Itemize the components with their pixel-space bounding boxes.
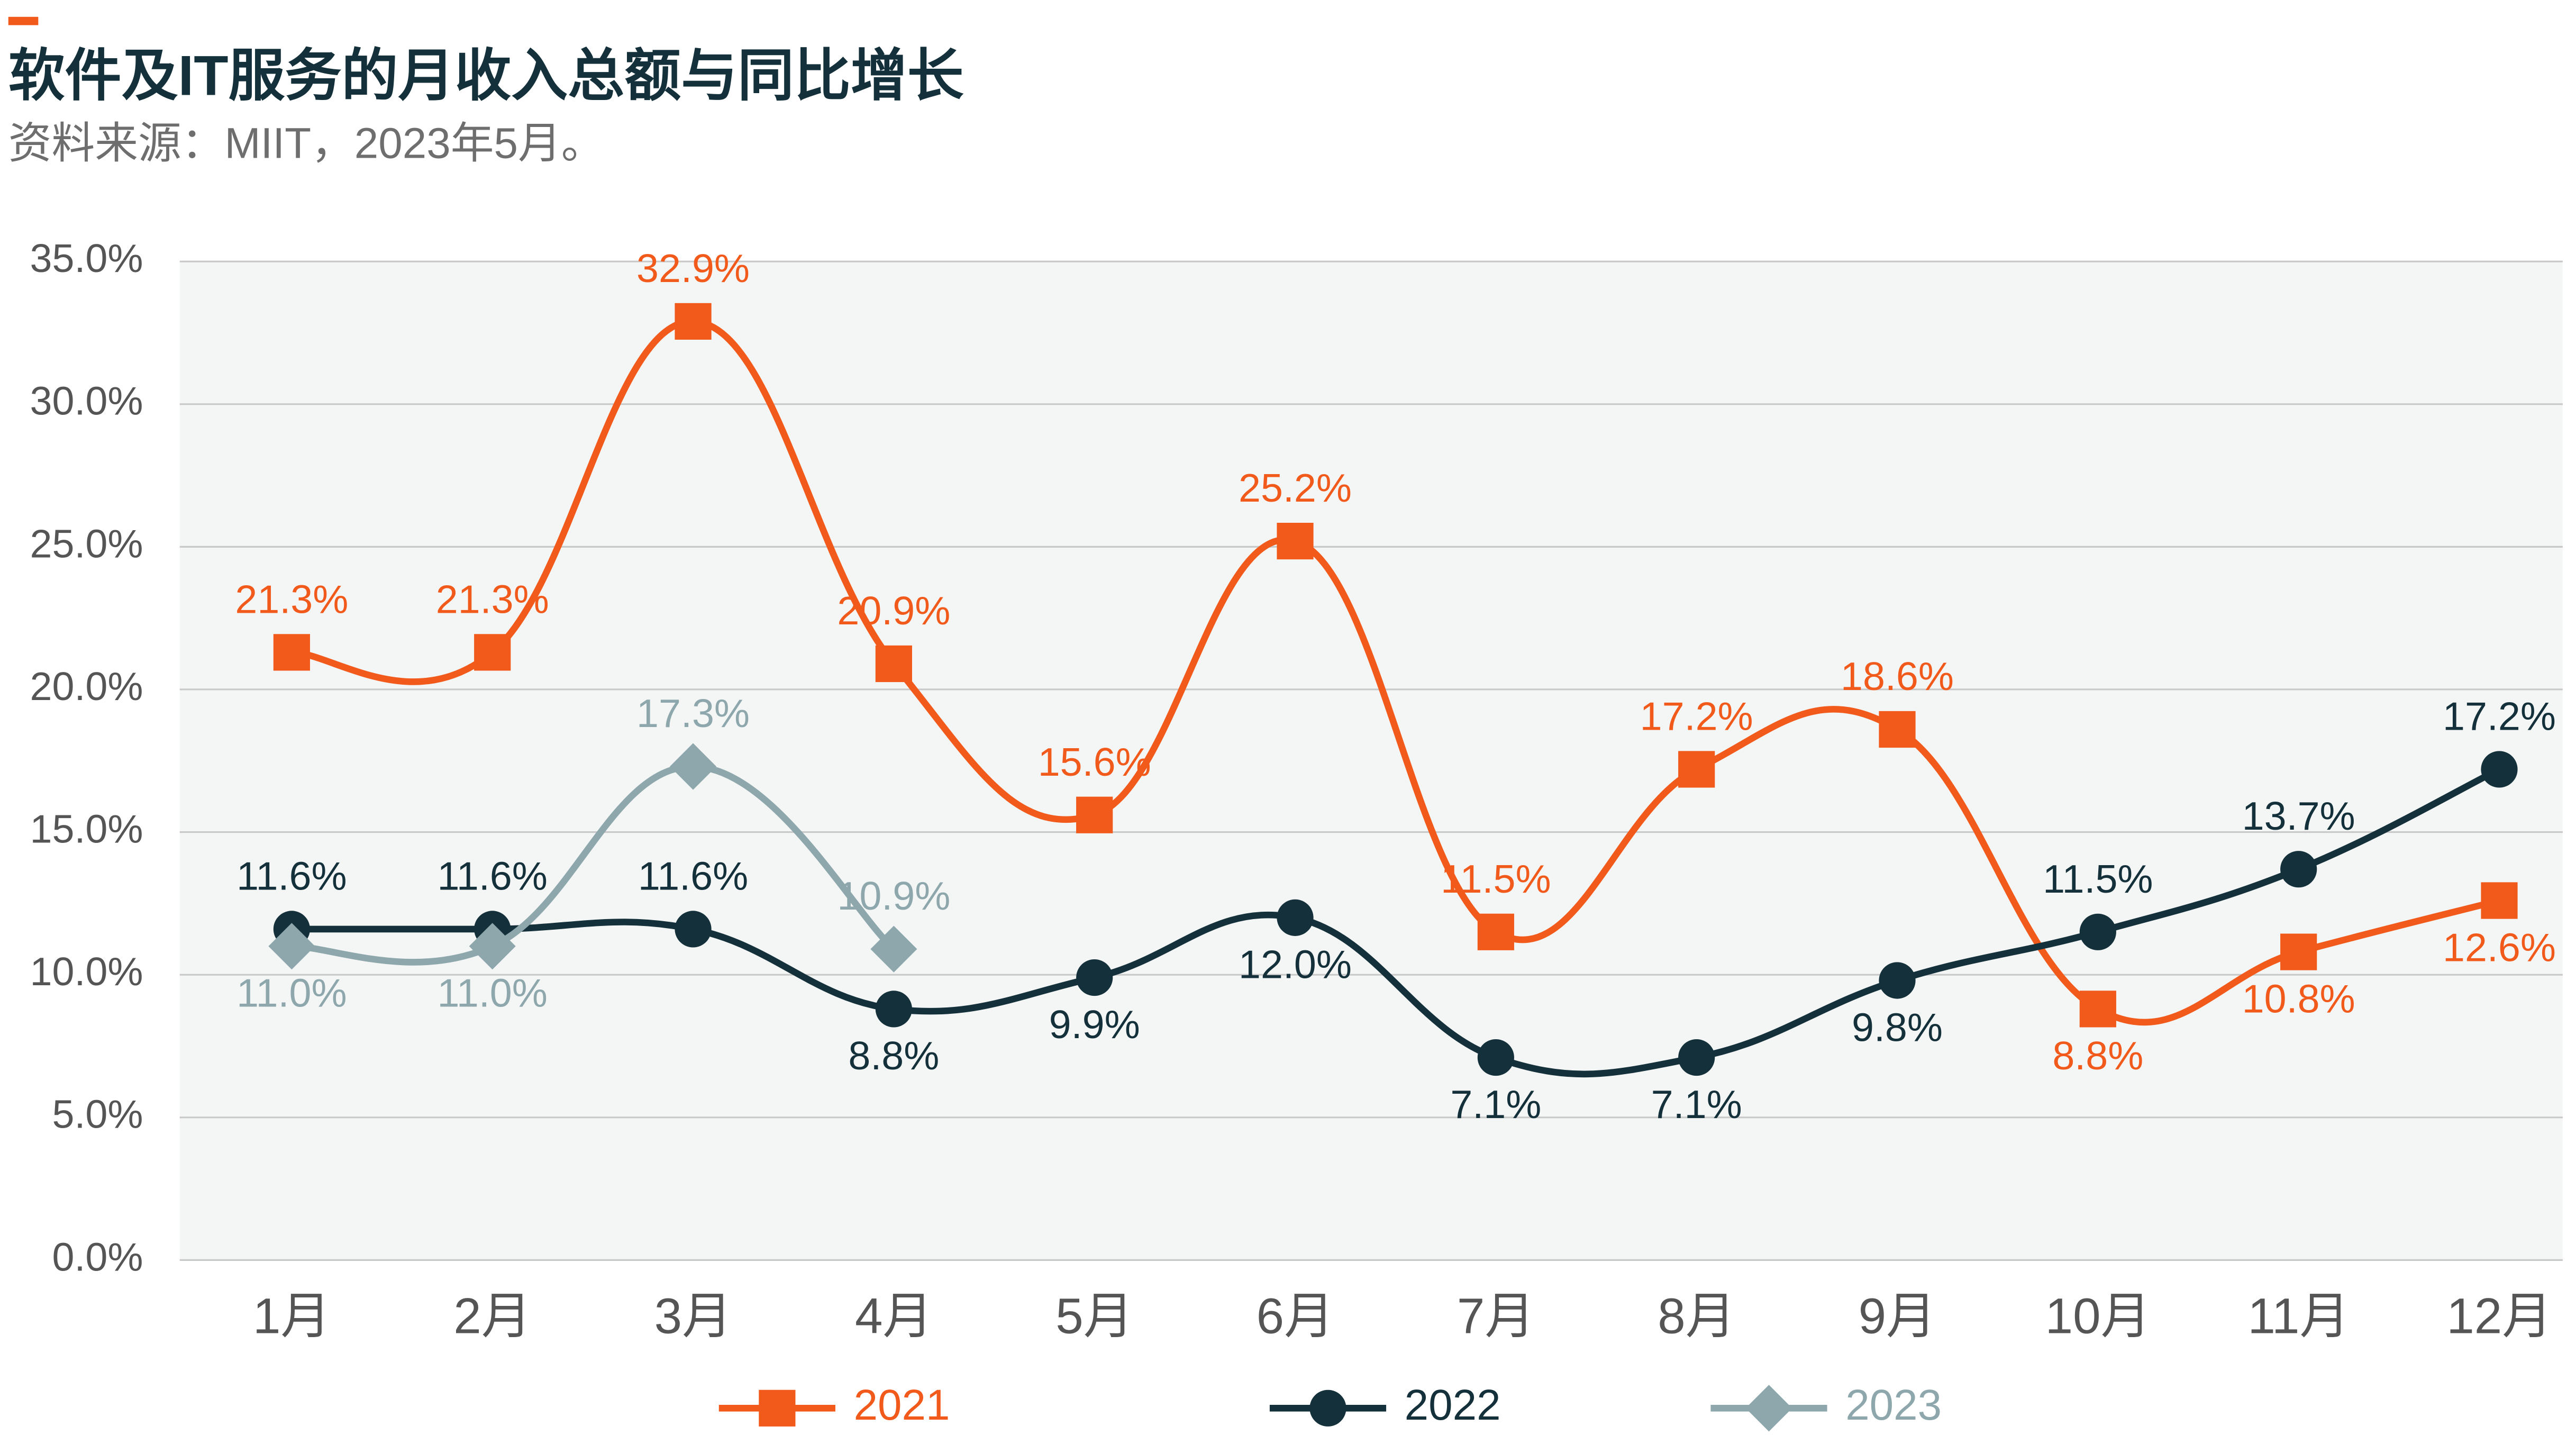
data-point [1277, 522, 1314, 560]
data-point [870, 925, 917, 973]
data-label: 21.3% [436, 577, 549, 621]
data-label: 32.9% [636, 246, 750, 290]
y-tick-label: 0.0% [52, 1234, 143, 1279]
data-point [469, 923, 516, 970]
y-tick-label: 35.0% [30, 236, 143, 280]
data-label: 12.0% [1239, 942, 1352, 987]
data-point [1678, 751, 1715, 788]
data-point [670, 743, 717, 790]
data-label: 17.3% [636, 691, 750, 735]
data-point [2481, 882, 2518, 919]
y-tick-label: 15.0% [30, 807, 143, 851]
y-tick-label: 5.0% [52, 1092, 143, 1137]
data-point [273, 634, 310, 671]
x-tick-label: 3月 [654, 1288, 732, 1344]
series-line [292, 318, 2500, 1026]
x-tick-label: 10月 [2045, 1288, 2151, 1344]
y-tick-label: 30.0% [30, 379, 143, 423]
plot-background [179, 261, 2563, 1260]
data-point [875, 645, 912, 683]
legend-marker [1309, 1389, 1346, 1427]
data-label: 11.0% [438, 971, 548, 1015]
x-tick-label: 2月 [453, 1288, 531, 1344]
data-point [1678, 1039, 1715, 1076]
data-label: 17.2% [2443, 694, 2556, 739]
data-label: 25.2% [1239, 466, 1352, 510]
data-label: 7.1% [1450, 1082, 1541, 1127]
y-tick-label: 20.0% [30, 664, 143, 709]
data-point [1076, 959, 1113, 996]
data-label: 11.5% [1441, 857, 1551, 901]
accent-bar [8, 16, 39, 25]
legend-label: 2023 [1845, 1381, 1942, 1429]
x-tick-label: 11月 [2248, 1288, 2350, 1344]
data-point [2079, 913, 2116, 950]
data-label: 8.8% [848, 1033, 939, 1078]
x-tick-label: 8月 [1658, 1288, 1735, 1344]
legend-label: 2022 [1405, 1381, 1501, 1429]
data-label: 13.7% [2242, 794, 2355, 838]
data-point [1076, 796, 1113, 833]
data-point [675, 911, 712, 948]
data-point [1879, 711, 1916, 748]
data-label: 11.5% [2043, 857, 2153, 901]
data-point [474, 634, 511, 671]
data-label: 9.8% [1852, 1005, 1943, 1049]
data-label: 20.9% [837, 588, 950, 633]
data-point [1277, 899, 1314, 936]
data-label: 15.6% [1038, 740, 1151, 784]
x-tick-label: 7月 [1457, 1288, 1535, 1344]
data-label: 11.6% [236, 853, 347, 898]
data-label: 10.9% [837, 874, 950, 918]
data-point [1879, 962, 1916, 999]
data-label: 11.0% [236, 971, 347, 1015]
data-point [875, 991, 912, 1028]
data-label: 11.6% [638, 853, 748, 898]
data-label: 8.8% [2052, 1033, 2143, 1078]
data-point [1477, 913, 1514, 950]
y-tick-label: 10.0% [30, 949, 143, 994]
data-point [2280, 933, 2317, 970]
chart-title: 软件及IT服务的月收入总额与同比增长 [8, 44, 964, 107]
data-label: 7.1% [1651, 1082, 1742, 1127]
legend-label: 2021 [854, 1381, 950, 1429]
data-label: 12.6% [2443, 925, 2556, 969]
x-tick-label: 1月 [253, 1288, 331, 1344]
x-tick-label: 9月 [1859, 1288, 1936, 1344]
data-label: 11.6% [438, 853, 548, 898]
chart-subtitle: 资料来源：MIIT，2023年5月。 [8, 120, 605, 168]
y-tick-label: 25.0% [30, 521, 143, 566]
x-tick-label: 4月 [855, 1288, 933, 1344]
data-point [675, 303, 712, 340]
data-label: 17.2% [1640, 694, 1753, 739]
data-point [1477, 1039, 1514, 1076]
legend-marker [1745, 1385, 1792, 1432]
data-point [268, 923, 315, 970]
series-line [292, 763, 896, 966]
data-label: 9.9% [1049, 1002, 1140, 1047]
data-label: 18.6% [1841, 654, 1954, 698]
data-point [2280, 851, 2317, 888]
x-tick-label: 5月 [1055, 1288, 1133, 1344]
x-tick-label: 6月 [1257, 1288, 1334, 1344]
data-point [2079, 991, 2116, 1028]
data-point [2481, 751, 2518, 788]
data-label: 10.8% [2242, 976, 2355, 1021]
legend-marker [759, 1389, 796, 1427]
x-tick-label: 12月 [2446, 1288, 2552, 1344]
data-label: 21.3% [235, 577, 348, 621]
